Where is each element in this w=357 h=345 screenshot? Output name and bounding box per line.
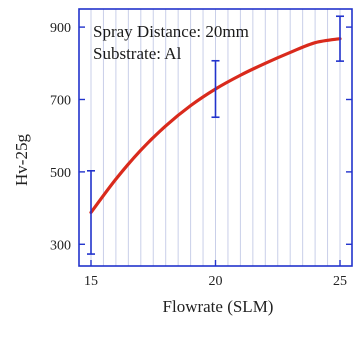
x-tick-label: 20	[209, 274, 223, 289]
x-axis-title: Flowrate (SLM)	[163, 297, 274, 316]
grid-lines	[90, 9, 341, 266]
y-tick-label: 900	[50, 21, 71, 36]
y-tick-label: 500	[50, 166, 71, 181]
y-axis-title: Hv-25g	[12, 134, 31, 186]
error-bar	[336, 15, 344, 62]
axis-ticks: 300 500 700 900 15 20 25	[50, 21, 352, 289]
annotation-substrate: Substrate: Al	[93, 44, 182, 63]
x-tick-label: 25	[333, 274, 347, 289]
error-bar	[211, 59, 220, 119]
y-tick-label: 700	[50, 93, 71, 108]
error-bar	[87, 170, 95, 255]
x-tick-label: 15	[84, 274, 98, 289]
y-tick-label: 300	[50, 238, 71, 253]
error-bars	[87, 15, 344, 255]
annotation-spray-distance: Spray Distance: 20mm	[93, 22, 249, 41]
